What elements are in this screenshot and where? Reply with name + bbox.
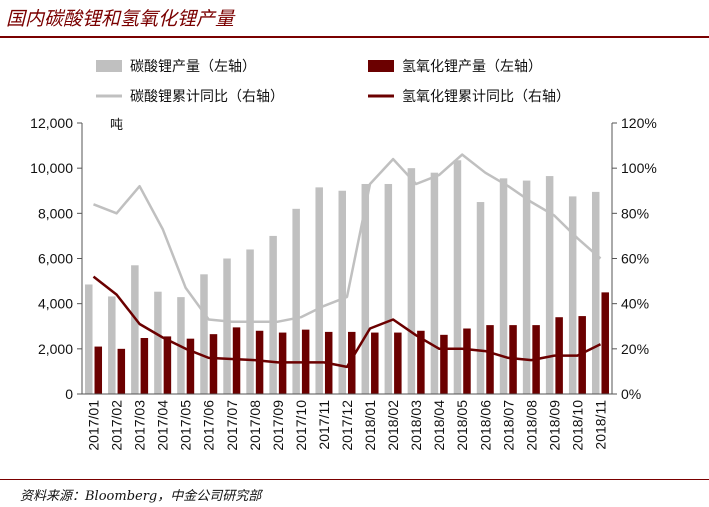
bar-li-hydroxide (232, 327, 241, 394)
bar-li-carbonate (476, 202, 485, 394)
x-tick-label: 2018/07 (500, 400, 516, 451)
left-tick-label: 0 (65, 386, 73, 402)
bar-li-carbonate (315, 187, 323, 394)
lines-group (92, 153, 602, 369)
bar-li-hydroxide (209, 334, 218, 394)
bar-li-carbonate (361, 183, 370, 394)
legend-li-hydroxide-label: 氢氧化锂产量（左轴） (402, 59, 542, 75)
right-tick-label: 80% (621, 205, 649, 221)
x-tick-label: 2018/06 (477, 400, 493, 451)
bar-li-hydroxide (440, 334, 448, 394)
bar-li-carbonate (131, 265, 139, 394)
x-tick-label: 2017/12 (339, 400, 355, 451)
x-tick-label: 2017/03 (132, 400, 148, 451)
bar-li-carbonate (338, 190, 346, 394)
x-tick-label: 2017/07 (224, 400, 240, 451)
right-tick-label: 120% (621, 115, 657, 131)
bar-li-hydroxide (255, 330, 264, 394)
left-tick-label: 4,000 (38, 296, 73, 312)
source-note: 资料来源：Bloomberg，中金公司研究部 (20, 489, 262, 504)
bar-li-hydroxide (94, 346, 103, 394)
bar-li-hydroxide (394, 332, 402, 394)
bar-li-hydroxide (140, 337, 149, 394)
title-divider (0, 36, 709, 38)
bar-li-hydroxide (601, 292, 609, 394)
bar-li-carbonate (108, 296, 116, 394)
left-tick-label: 12,000 (30, 115, 73, 131)
bar-li-carbonate (223, 258, 231, 394)
x-tick-label: 2017/09 (270, 400, 286, 451)
bar-li-hydroxide (348, 331, 356, 394)
x-tick-label: 2018/03 (408, 400, 424, 451)
x-tick-label: 2017/05 (178, 400, 194, 451)
bar-li-carbonate (292, 208, 300, 394)
bar-li-carbonate (499, 178, 508, 394)
left-tick-label: 6,000 (38, 251, 73, 267)
bar-li-hydroxide (578, 316, 586, 394)
y-unit-label: 吨 (110, 118, 123, 133)
bar-li-carbonate (85, 284, 93, 394)
x-tick-label: 2018/01 (362, 400, 378, 451)
bar-li-hydroxide (117, 348, 126, 394)
left-tick-label: 8,000 (38, 205, 73, 221)
x-tick-label: 2018/09 (546, 400, 562, 451)
bar-li-hydroxide (371, 332, 379, 394)
x-tick-label: 2018/04 (431, 400, 447, 451)
x-tick-label: 2017/11 (316, 400, 332, 450)
bar-li-hydroxide (186, 338, 195, 394)
x-tick-label: 2018/02 (385, 400, 401, 451)
x-tick-label: 2017/10 (293, 400, 309, 451)
bar-li-hydroxide (463, 328, 471, 394)
bar-li-carbonate (269, 235, 277, 394)
bar-li-carbonate (384, 183, 393, 394)
legend-li-hydroxide-swatch (368, 60, 394, 72)
legend-li-carbonate-yoy-label: 碳酸锂累计同比（右轴） (130, 89, 284, 105)
right-tick-label: 40% (621, 296, 649, 312)
x-tick-label: 2018/10 (569, 400, 585, 451)
bar-li-carbonate (407, 168, 416, 394)
legend-li-carbonate-label: 碳酸锂产量（左轴） (130, 59, 256, 75)
right-tick-label: 100% (621, 160, 657, 176)
bar-li-carbonate (568, 196, 577, 394)
x-tick-label: 2017/06 (201, 400, 217, 451)
bar-li-hydroxide (163, 336, 172, 394)
x-tick-label: 2017/08 (247, 400, 263, 451)
bar-li-hydroxide (486, 325, 494, 394)
x-tick-label: 2017/01 (86, 400, 102, 451)
footer-divider (0, 479, 709, 480)
left-tick-label: 2,000 (38, 341, 73, 357)
x-tick-label: 2017/04 (155, 400, 171, 451)
right-tick-label: 0% (621, 386, 641, 402)
legend-li-hydroxide-yoy-label: 氢氧化锂累计同比（右轴） (402, 89, 570, 105)
bar-li-carbonate (200, 274, 208, 394)
line-li-carbonate-yoy (93, 153, 602, 323)
left-tick-label: 10,000 (30, 160, 73, 176)
right-tick-label: 60% (621, 251, 649, 267)
bar-li-carbonate (453, 160, 462, 394)
bar-li-carbonate (430, 172, 439, 394)
right-tick-label: 20% (621, 341, 649, 357)
axes-group: 0 2,000 4,000 6,000 8,000 10,000 12,000 0% 20% 40… (30, 115, 657, 451)
bar-li-carbonate (591, 191, 600, 394)
x-tick-label: 2017/02 (109, 400, 125, 451)
bar-li-hydroxide (417, 330, 425, 394)
x-tick-label: 2018/11 (592, 400, 608, 450)
chart-title: 国内碳酸锂和氢氧化锂产量 (6, 8, 235, 30)
line-li-hydroxide-yoy (92, 275, 602, 369)
bar-li-carbonate (545, 176, 554, 394)
bar-li-carbonate (522, 180, 531, 394)
legend-li-carbonate-swatch (96, 60, 122, 72)
legend: 碳酸锂产量（左轴） 氢氧化锂产量（左轴） 碳酸锂累计同比（右轴） 氢氧化锂累计同比（右… (96, 59, 570, 105)
bar-li-carbonate (154, 291, 162, 394)
x-tick-label: 2018/08 (523, 400, 539, 451)
x-tick-label: 2018/05 (454, 400, 470, 451)
